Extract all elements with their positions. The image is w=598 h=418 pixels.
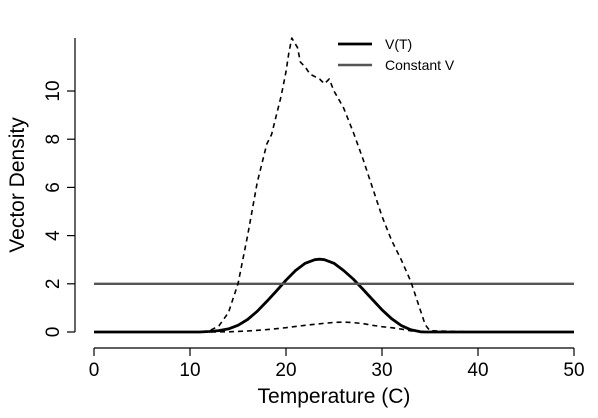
y-axis-title: Vector Density	[6, 117, 29, 253]
x-tick-label: 10	[179, 360, 200, 381]
plot-series	[94, 37, 574, 334]
y-tick-label: 10	[43, 80, 64, 101]
x-axis-title: Temperature (C)	[258, 385, 411, 408]
x-tick-label: 20	[275, 360, 296, 381]
y-tick-label: 4	[43, 230, 64, 241]
y-tick-label: 8	[43, 134, 64, 145]
y-tick-label: 2	[43, 279, 64, 290]
ticks: 0 10 20 30 40 50 0 2 4 6 8 10	[43, 80, 585, 381]
x-tick-label: 50	[563, 360, 584, 381]
legend-label: Constant V	[385, 57, 455, 73]
x-tick-label: 40	[467, 360, 488, 381]
series-line-0	[94, 257, 574, 334]
legend-label: V(T)	[385, 36, 412, 52]
series-line-3	[94, 321, 574, 333]
legend: V(T) Constant V	[338, 36, 455, 73]
y-tick-label: 6	[43, 182, 64, 193]
y-tick-label: 0	[43, 327, 64, 338]
x-tick-label: 0	[89, 360, 100, 381]
series-line-2	[94, 37, 574, 333]
x-tick-label: 30	[371, 360, 392, 381]
axes	[74, 38, 574, 349]
